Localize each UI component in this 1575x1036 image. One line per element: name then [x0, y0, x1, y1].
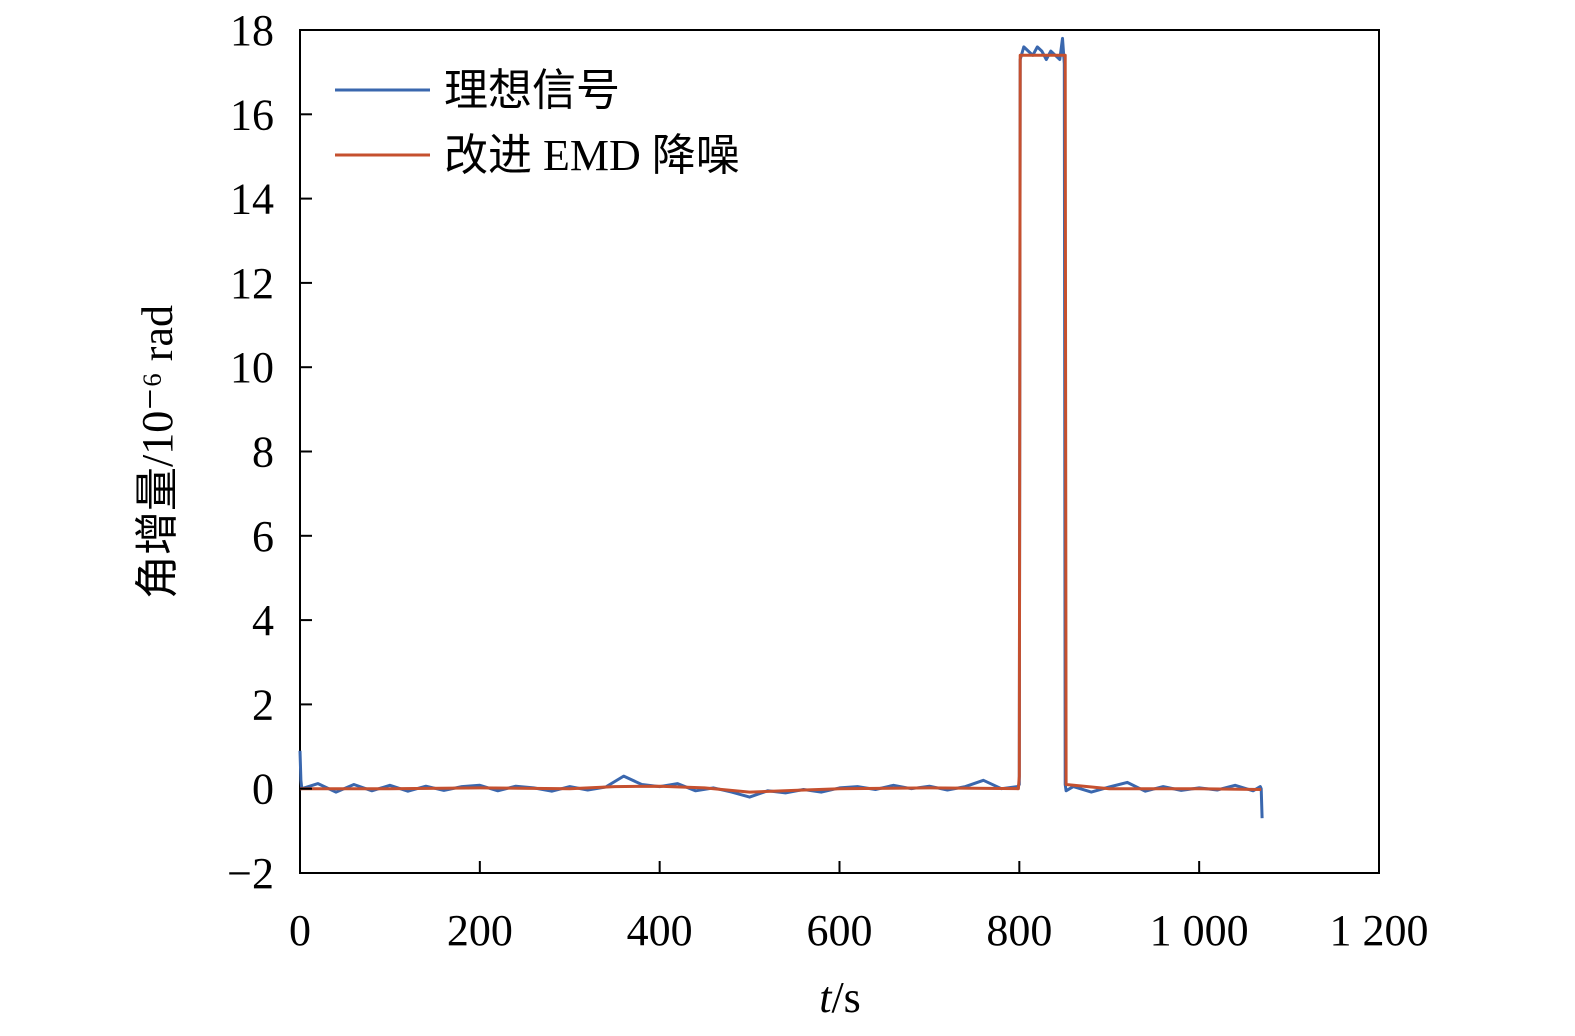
x-tick-label: 800 [986, 906, 1052, 955]
x-tick-label: 400 [627, 906, 693, 955]
y-tick-label: 12 [230, 259, 274, 308]
y-tick-label: −2 [227, 849, 274, 898]
x-tick-label: 1 000 [1150, 906, 1249, 955]
legend-label-emd: 改进 EMD 降噪 [444, 131, 740, 180]
legend-label-ideal: 理想信号 [444, 66, 620, 115]
y-tick-label: 10 [230, 343, 274, 392]
y-tick-label: 14 [230, 175, 274, 224]
series-line-emd [300, 53, 1262, 794]
y-tick-label: 8 [252, 428, 274, 477]
x-tick-label: 200 [447, 906, 513, 955]
y-tick-label: 6 [252, 512, 274, 561]
x-tick-label: 1 200 [1330, 906, 1429, 955]
series-layer [298, 36, 1264, 819]
y-axis-title: 角增量/10⁻⁶ rad [133, 305, 182, 599]
y-tick-label: 18 [230, 6, 274, 55]
x-axis-ticks: 0 200 400 600 800 1 000 1 200 [289, 861, 1429, 955]
x-tick-label: 0 [289, 906, 311, 955]
y-tick-label: 0 [252, 765, 274, 814]
y-tick-label: 2 [252, 680, 274, 729]
plot-area: 0 200 400 600 800 1 000 1 200 −2 0 2 4 6 8 10 12 14 16 1… [227, 6, 1428, 955]
legend: 理想信号 改进 EMD 降噪 [335, 66, 740, 180]
y-tick-label: 16 [230, 90, 274, 139]
y-axis-ticks: −2 0 2 4 6 8 10 12 14 16 18 [227, 6, 312, 898]
x-tick-label: 600 [807, 906, 873, 955]
y-tick-label: 4 [252, 596, 274, 645]
x-axis-title: t/s [819, 973, 861, 1022]
